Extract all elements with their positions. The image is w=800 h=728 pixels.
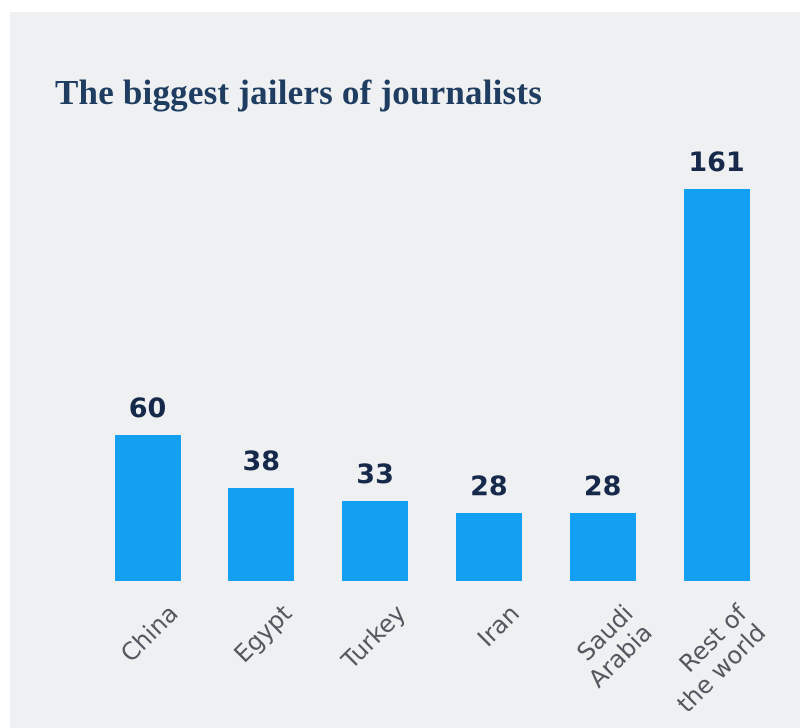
bar-rest-of-the-world [683,189,750,581]
category-label-line: Turkey [336,599,412,675]
value-label-egypt: 38 [242,446,281,477]
bar-iran [455,513,522,581]
category-label-iran: Iran [472,599,525,653]
chart-panel [10,12,800,728]
category-label-turkey: Turkey [336,599,412,675]
value-label-china: 60 [128,393,167,424]
category-label-line: China [115,599,184,668]
category-label-line: Egypt [228,599,298,669]
category-label-rest-of-the-world: Rest of the world [654,599,772,718]
bar-turkey [342,501,409,581]
category-label-china: China [115,599,184,668]
bar-egypt [228,488,295,581]
value-label-saudi-arabia: 28 [583,471,622,502]
bar-saudi-arabia [569,513,636,581]
value-label-iran: 28 [470,471,508,502]
value-label-rest-of-the-world: 161 [688,147,745,178]
bar-china [114,435,181,581]
chart-title: The biggest jailers of journalists [55,73,543,113]
value-label-turkey: 33 [356,459,394,490]
category-label-line: Iran [472,599,525,653]
category-label-egypt: Egypt [228,599,298,669]
category-label-saudi-arabia: Saudi Arabia [565,599,658,693]
